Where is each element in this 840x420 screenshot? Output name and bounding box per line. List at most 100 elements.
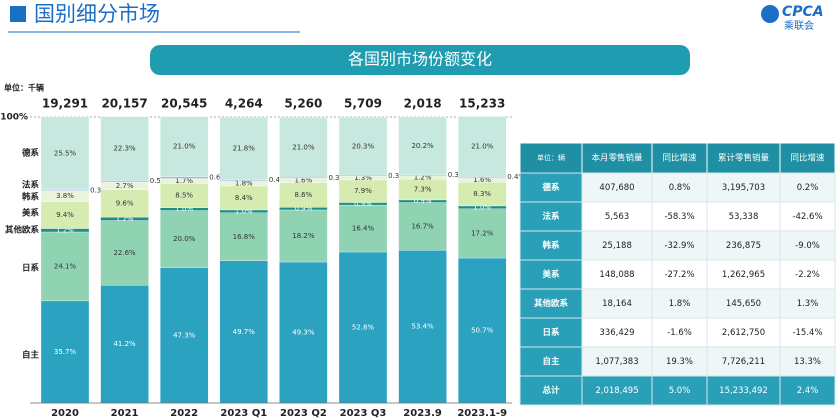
data-label: 1.0% (175, 205, 193, 213)
cell-text: 法系 (542, 211, 560, 222)
header-text: 同比增速 (790, 153, 825, 164)
cell-text: -27.2% (664, 270, 694, 280)
bar-segment (398, 202, 447, 251)
total-label: 19,291 (42, 97, 88, 111)
table-cell (651, 259, 708, 290)
logo-text: CPCA (782, 4, 824, 20)
data-label: 7.9% (354, 187, 372, 195)
bar-segment (160, 210, 209, 268)
bar-segment (279, 182, 328, 208)
bar-segment (279, 117, 328, 178)
data-label: 1.0% (235, 207, 253, 215)
data-label: 0.6% (209, 174, 227, 182)
data-label: 17.2% (471, 229, 494, 237)
bar-segment (40, 300, 90, 404)
bar-segment (219, 185, 268, 211)
bar-segment (338, 251, 388, 404)
bar-segment (398, 116, 447, 175)
title-icon (10, 6, 26, 22)
bar-segment (458, 208, 507, 259)
cell-text: -2.2% (795, 270, 820, 280)
data-label: 50.7% (471, 326, 494, 334)
cell-text: 1.3% (797, 299, 819, 309)
table-cell (706, 201, 781, 232)
data-label: 24.1% (54, 262, 77, 270)
bar-segment (458, 116, 507, 177)
table-cell (651, 230, 708, 261)
logo-subtext: 乘联会 (784, 19, 814, 32)
cell-text: 236,875 (726, 241, 761, 251)
x-tick-label: 2022 (170, 408, 198, 419)
table-cell (581, 346, 653, 377)
data-label: 18.2% (292, 232, 315, 240)
legend-entry: 韩系 (22, 192, 40, 203)
bar-segment (338, 204, 388, 253)
cell-text: 53,338 (729, 212, 759, 222)
data-label: 1.3% (354, 174, 372, 182)
table-cell (581, 230, 653, 261)
bar-segment (279, 261, 328, 404)
data-label: 3.8% (56, 192, 74, 200)
cell-text: 韩系 (542, 240, 560, 251)
data-label: 49.3% (292, 329, 315, 337)
data-label: 25.5% (54, 149, 77, 157)
data-label: 21.8% (233, 144, 256, 152)
data-label: 0.9% (295, 205, 313, 213)
table-cell (779, 201, 836, 232)
cell-text: -15.4% (792, 328, 822, 338)
x-tick-label: 2023 Q3 (340, 408, 387, 419)
data-label: 0.4% (269, 176, 287, 184)
data-label: 49.7% (233, 328, 256, 336)
data-label: 1.0% (473, 203, 491, 211)
cell-text: 德系 (542, 182, 560, 193)
bar-segment (40, 116, 90, 191)
cell-text: 15,233,492 (719, 386, 768, 396)
header-cell (779, 142, 836, 174)
bar-segment (458, 176, 507, 178)
data-label: 1.2% (116, 215, 134, 223)
cell-text: -58.3% (664, 212, 694, 222)
legend-entry: 美系 (22, 208, 40, 219)
cell-text: 2,018,495 (595, 386, 638, 396)
total-label: 20,545 (161, 97, 207, 111)
bar-segment (40, 231, 90, 302)
cell-text: 日系 (542, 327, 560, 338)
legend-entry: 日系 (22, 263, 40, 274)
total-label: 5,709 (344, 97, 382, 111)
data-label: 1.6% (295, 176, 313, 184)
table-cell (519, 201, 583, 232)
data-label: 0.9% (414, 197, 432, 205)
x-tick-label: 2023 Q2 (280, 408, 327, 419)
data-label: 8.5% (175, 192, 193, 200)
table-cell (779, 230, 836, 261)
bar-segment (160, 116, 209, 177)
data-label: 8.6% (295, 191, 313, 199)
legend-entry: 德系 (22, 148, 40, 159)
data-label: 0.3% (448, 171, 466, 179)
bar-segment (279, 209, 328, 263)
bar-segment (160, 176, 209, 179)
data-label: 1.2% (56, 226, 74, 234)
table-cell (519, 375, 583, 406)
cell-text: 1,077,383 (595, 357, 638, 367)
data-label: 20.2% (411, 142, 434, 150)
total-label: 15,233 (459, 97, 505, 111)
data-label: 0.3% (388, 172, 406, 180)
cell-text: 3,195,703 (722, 183, 765, 193)
cell-text: -9.0% (795, 241, 820, 251)
data-label: 1.8% (235, 179, 253, 187)
data-label: 7.3% (414, 186, 432, 194)
data-label: 21.0% (173, 143, 196, 151)
cell-text: 美系 (542, 269, 560, 280)
table-cell (581, 172, 653, 203)
header-text: 累计零售销量 (718, 153, 770, 164)
data-label: 20.0% (173, 235, 196, 243)
data-label: 35.7% (54, 348, 77, 356)
bar-segment (219, 212, 268, 262)
bar-segment (219, 179, 268, 181)
data-label: 0.4% (507, 173, 525, 181)
total-label: 5,260 (284, 97, 322, 111)
cell-text: 2,612,750 (722, 328, 765, 338)
